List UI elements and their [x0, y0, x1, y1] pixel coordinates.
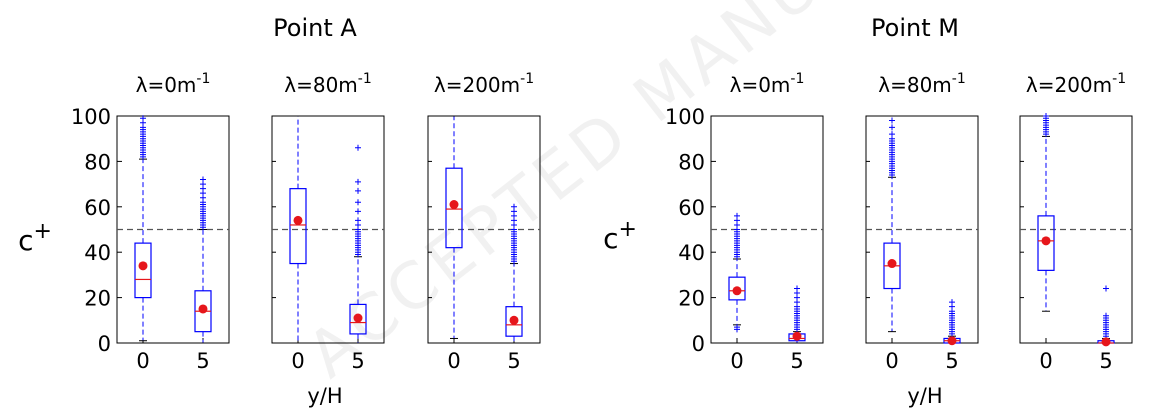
- outlier-point: [511, 203, 517, 210]
- outlier-point: [1103, 285, 1109, 292]
- panel-label-sup: -1: [520, 71, 534, 87]
- outlier-point: [889, 124, 895, 131]
- mean-point: [509, 315, 519, 325]
- chart-group-1: Point M c+ y/H λ=0m-1 0 20 40 60 80 100 0 5 λ=80m-1 0…: [603, 14, 1133, 408]
- outlier-point: [734, 324, 740, 331]
- mean-point: [293, 215, 303, 225]
- x-tick-label: 5: [790, 349, 803, 373]
- panel-label: λ=80m-1: [284, 71, 372, 97]
- y-tick-label: 80: [678, 150, 705, 174]
- y-axis-label: c+: [603, 217, 637, 255]
- y-tick-label: 20: [678, 287, 705, 311]
- mean-point: [138, 261, 148, 271]
- panel-label-sup: -1: [196, 71, 210, 87]
- x-axis-label: y/H: [907, 384, 942, 408]
- outlier-point: [355, 144, 361, 151]
- outlier-point: [734, 212, 740, 219]
- y-tick-label: 60: [678, 196, 705, 220]
- outlier-point: [355, 208, 361, 215]
- outlier-point: [794, 285, 800, 292]
- panel-label-sup: -1: [952, 71, 966, 87]
- mean-point: [1101, 337, 1111, 347]
- y-tick-label: 0: [98, 332, 111, 356]
- y-axis-label: c+: [18, 219, 52, 257]
- panel-0-2: λ=200m-1 0 5: [427, 71, 541, 373]
- chart-group-0: Point A c+ y/H λ=0m-1 0 20 40 60 80 100 0 5 λ=80m-1 0…: [18, 14, 541, 408]
- outlier-point: [949, 299, 955, 306]
- panel-label: λ=80m-1: [878, 71, 966, 97]
- box: [505, 306, 523, 337]
- y-tick-label: 40: [678, 241, 705, 265]
- mean-point: [732, 286, 742, 296]
- x-tick-label: 0: [730, 349, 743, 373]
- panel-1-0: λ=0m-1 0 20 40 60 80 100 0 5: [665, 71, 824, 373]
- outlier-point: [200, 176, 206, 183]
- x-tick-label: 0: [885, 349, 898, 373]
- x-tick-label: 5: [507, 349, 520, 373]
- mean-point: [449, 200, 459, 210]
- panel-label-sup: -1: [358, 71, 372, 87]
- panel-0-1: λ=80m-1 0 5: [271, 71, 385, 373]
- x-tick-label: 0: [291, 349, 304, 373]
- outlier-point: [355, 217, 361, 224]
- box: [134, 242, 152, 299]
- box: [289, 188, 307, 265]
- panel-0-0: λ=0m-1 0 20 40 60 80 100 0 5: [71, 71, 230, 373]
- x-tick-label: 0: [447, 349, 460, 373]
- x-tick-label: 0: [1039, 349, 1052, 373]
- x-tick-label: 5: [196, 349, 209, 373]
- chart-root: Point A c+ y/H λ=0m-1 0 20 40 60 80 100 0 5 λ=80m-1 0…: [18, 14, 1133, 408]
- watermark: ACCEPTED MANUSCRIPT: [294, 0, 1044, 393]
- y-tick-label: 40: [84, 241, 111, 265]
- outlier-point: [1103, 312, 1109, 319]
- mean-point: [792, 331, 802, 341]
- y-tick-label: 20: [84, 287, 111, 311]
- y-axis-label-sup: +: [33, 219, 51, 244]
- x-tick-label: 5: [351, 349, 364, 373]
- panel-label: λ=0m-1: [136, 71, 211, 97]
- outlier-point: [355, 178, 361, 185]
- panel-label-sup: -1: [1112, 71, 1126, 87]
- x-tick-label: 5: [945, 349, 958, 373]
- panel-label: λ=0m-1: [730, 71, 805, 97]
- x-axis-label: y/H: [307, 384, 342, 408]
- box: [1037, 215, 1055, 271]
- mean-point: [947, 336, 957, 346]
- outlier-point: [889, 131, 895, 138]
- mean-point: [198, 304, 208, 314]
- mean-point: [353, 313, 363, 323]
- y-tick-label: 100: [71, 105, 111, 129]
- panel-label-sup: -1: [790, 71, 804, 87]
- x-tick-label: 5: [1099, 349, 1112, 373]
- y-tick-label: 0: [692, 332, 705, 356]
- x-tick-label: 0: [136, 349, 149, 373]
- outlier-point: [355, 199, 361, 206]
- y-tick-label: 100: [665, 105, 705, 129]
- chart-title: Point A: [273, 14, 357, 42]
- chart-title: Point M: [871, 14, 959, 42]
- box: [445, 167, 463, 249]
- outlier-point: [889, 117, 895, 124]
- mean-point: [887, 259, 897, 269]
- mean-point: [1041, 236, 1051, 246]
- outlier-point: [1043, 113, 1049, 119]
- box: [728, 276, 746, 301]
- panel-label: λ=200m-1: [1026, 71, 1126, 97]
- panel-1-2: λ=200m-1 0 5: [1019, 71, 1133, 373]
- watermark-text: ACCEPTED MANUSCRIPT: [294, 0, 1044, 393]
- y-tick-label: 60: [84, 196, 111, 220]
- outlier-point: [355, 187, 361, 194]
- panel-1-1: λ=80m-1 0 5: [865, 71, 979, 373]
- y-axis-label-sup: +: [618, 217, 636, 242]
- outlier-point: [140, 115, 146, 122]
- panel-label: λ=200m-1: [434, 71, 534, 97]
- y-tick-label: 80: [84, 150, 111, 174]
- box: [349, 303, 367, 335]
